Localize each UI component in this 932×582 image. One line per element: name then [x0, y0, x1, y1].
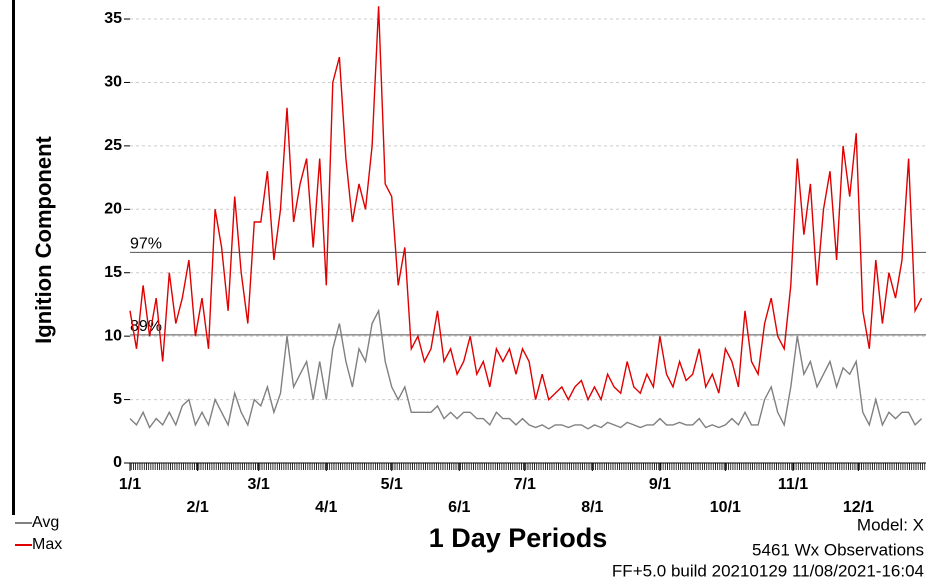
y-tick-label: 10 [104, 327, 122, 344]
y-tick-label: 30 [104, 74, 122, 91]
legend-label: Avg [32, 514, 59, 531]
frame-edge [12, 0, 15, 515]
x-tick-label: 11/1 [778, 476, 808, 493]
legend-label: Max [32, 536, 62, 553]
y-tick-label: 15 [104, 264, 122, 281]
x-tick-label: 9/1 [649, 476, 671, 493]
x-axis-title: 1 Day Periods [429, 523, 608, 553]
note: Model: X [857, 515, 924, 534]
x-tick-label: 5/1 [381, 476, 403, 493]
minor-ticks [130, 463, 926, 470]
note: FF+5.0 build 20210129 11/08/2021-16:04 [612, 561, 924, 580]
y-tick-label: 5 [113, 391, 122, 408]
series-line [129, 6, 923, 402]
x-tick-label: 2/1 [186, 499, 208, 516]
reference-label: 89% [130, 318, 162, 335]
x-tick-label: 4/1 [315, 499, 337, 516]
series-line [129, 308, 923, 430]
y-tick-label: 20 [104, 201, 122, 218]
x-tick-label: 8/1 [581, 499, 603, 516]
x-tick-label: 12/1 [843, 499, 874, 516]
x-tick-label: 1/1 [119, 476, 141, 493]
x-tick-label: 3/1 [248, 476, 270, 493]
x-tick-label: 10/1 [710, 499, 741, 516]
x-tick-label: 7/1 [514, 476, 536, 493]
y-axis-title: Ignition Component [31, 135, 56, 343]
note: 5461 Wx Observations [752, 540, 924, 559]
y-tick-label: 0 [113, 454, 122, 471]
y-tick-label: 35 [104, 10, 122, 27]
reference-label: 97% [130, 236, 162, 253]
y-tick-label: 25 [104, 137, 122, 154]
x-tick-label: 6/1 [448, 499, 470, 516]
